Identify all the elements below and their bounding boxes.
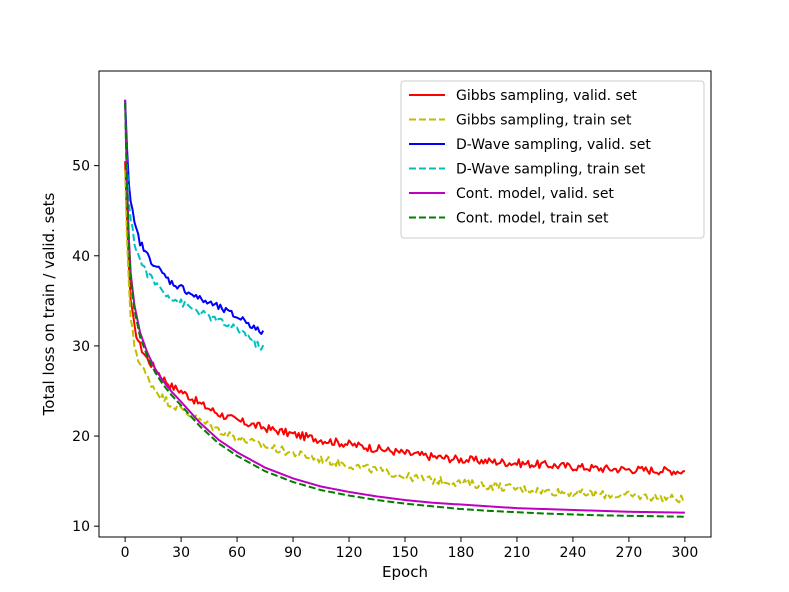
y-axis-label: Total loss on train / valid. sets	[40, 192, 58, 416]
x-tick-label: 180	[448, 545, 475, 561]
legend-label: Gibbs sampling, train set	[456, 113, 632, 129]
y-tick-label: 40	[72, 249, 90, 265]
series-line-cont-model-valid-set	[124, 99, 685, 514]
x-tick-label: 300	[672, 545, 699, 561]
series-line-gibbs-sampling-train-set	[124, 170, 686, 504]
legend: Gibbs sampling, valid. set Gibbs sampling…	[400, 80, 705, 239]
series-line-d-wave-sampling-train-set	[124, 104, 265, 351]
legend-label: D-Wave sampling, valid. set	[456, 137, 651, 153]
x-tick-label: 120	[336, 545, 363, 561]
x-tick-label: 90	[284, 545, 302, 561]
x-tick-label: 210	[504, 545, 531, 561]
series-line-gibbs-sampling-valid-set	[124, 161, 686, 476]
legend-label: Cont. model, train set	[456, 211, 609, 227]
y-tick-label: 10	[72, 519, 90, 535]
plot-lines	[124, 99, 686, 518]
x-tick-label: 270	[616, 545, 643, 561]
x-tick-label: 0	[121, 545, 130, 561]
legend-label: Cont. model, valid. set	[456, 186, 614, 202]
x-axis: 0 30 60 90 120 150 180 210 240 270 300	[121, 537, 699, 561]
x-tick-label: 240	[560, 545, 587, 561]
x-tick-label: 30	[172, 545, 190, 561]
x-tick-label: 60	[228, 545, 246, 561]
y-tick-label: 20	[72, 429, 90, 445]
series-line-d-wave-sampling-valid-set	[124, 99, 265, 335]
y-tick-label: 50	[72, 159, 90, 175]
legend-label: D-Wave sampling, train set	[456, 162, 646, 178]
y-tick-label: 30	[72, 339, 90, 355]
x-tick-label: 150	[392, 545, 419, 561]
series-line-cont-model-train-set	[124, 102, 685, 518]
x-axis-label: Epoch	[382, 563, 428, 581]
legend-box	[400, 80, 705, 239]
y-axis: 10 20 30 40 50	[72, 159, 99, 535]
legend-label: Gibbs sampling, valid. set	[456, 88, 637, 104]
